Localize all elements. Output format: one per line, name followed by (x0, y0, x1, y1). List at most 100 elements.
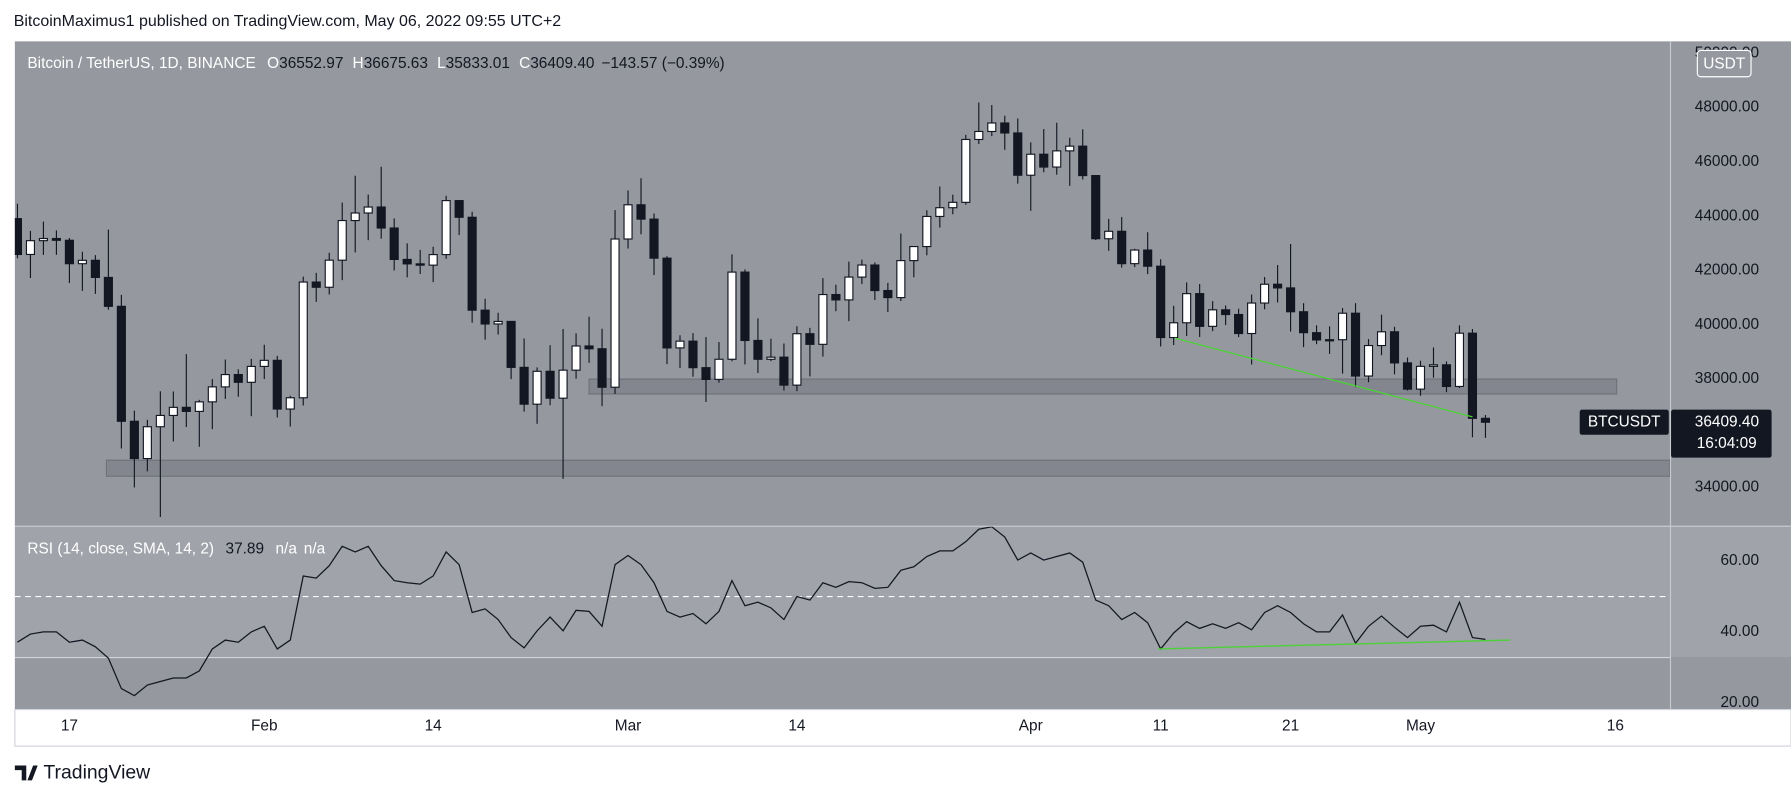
candle-body (480, 309, 490, 325)
candle-body (857, 264, 867, 278)
candle-body (1480, 417, 1491, 423)
y-tick-label: 44000.00 (1695, 207, 1759, 224)
candle-body (636, 204, 646, 220)
countdown: 16:04:09 (1697, 435, 1757, 452)
candle-body (1247, 302, 1257, 335)
candle-body (883, 289, 893, 299)
candle-body (1104, 230, 1114, 240)
candle-body (467, 216, 477, 311)
candle-body (1130, 249, 1140, 265)
candle-body (51, 237, 61, 241)
legend-key: L (437, 55, 446, 72)
candle-body (896, 260, 906, 299)
zone (588, 378, 1618, 395)
candle-body (844, 276, 854, 301)
y-tick-label: 38000.00 (1695, 370, 1759, 387)
candle-body (1065, 145, 1075, 152)
legend-key: O (267, 55, 279, 72)
currency-button[interactable]: USDT (1696, 49, 1752, 78)
candle-body (1428, 364, 1439, 367)
candle-body (922, 215, 932, 248)
price-legend: Bitcoin / TetherUS, 1D, BINANCE O36552.97… (27, 55, 724, 72)
candle-body (129, 420, 139, 460)
candle-body (558, 369, 568, 399)
candle-body (623, 204, 633, 240)
candle-body (1182, 293, 1192, 324)
x-tick-label: 17 (61, 718, 78, 735)
candle-body (1363, 344, 1374, 377)
candle-body (987, 122, 997, 133)
axes: 34000.0036000.0038000.0040000.0042000.00… (61, 44, 1772, 735)
candle-body (1324, 339, 1335, 342)
candle-body (610, 238, 620, 388)
candle-body (571, 345, 581, 371)
candle-body (1221, 309, 1231, 316)
candle-body (389, 227, 399, 261)
candle-body (441, 200, 451, 256)
x-tick-label: Apr (1019, 718, 1043, 735)
candle-body (597, 348, 607, 388)
currency-button-box[interactable] (1696, 49, 1752, 78)
zone (105, 459, 1670, 477)
y-tick-label: 40.00 (1720, 623, 1759, 640)
candle-body (363, 206, 373, 214)
legend-value: 35833.01 (446, 55, 510, 72)
candle-body (402, 258, 412, 265)
candle-body (64, 239, 74, 265)
header-text: BitcoinMaximus1 published on TradingView… (14, 13, 562, 30)
candle-body (1286, 287, 1296, 313)
candle-body (1376, 331, 1387, 347)
x-tick-label: Mar (615, 718, 642, 735)
candle-body (298, 281, 308, 399)
candle-body (1091, 175, 1101, 240)
price-plot (14, 102, 1670, 518)
rsi-pane-lower (14, 656, 1791, 710)
legend-value: n/a (275, 541, 297, 558)
time-axis (14, 708, 1791, 747)
candle-body (1299, 311, 1309, 334)
x-tick-label: 14 (425, 718, 443, 735)
legend-title: Bitcoin / TetherUS, 1D, BINANCE (27, 55, 255, 72)
candle-body (272, 359, 282, 410)
candle-body (1389, 331, 1400, 364)
candle-body (1156, 265, 1166, 339)
candle-body (805, 333, 815, 345)
candle-body (662, 257, 672, 349)
candle-body (1052, 150, 1062, 168)
candle-body (727, 271, 737, 360)
candle-body (1195, 293, 1205, 327)
candle-body (168, 406, 178, 417)
candle-body (1350, 312, 1361, 377)
candle-body (584, 345, 594, 350)
rsi-legend: RSI (14, close, SMA, 14, 2) 37.89 n/a n/a (27, 541, 325, 558)
candle-body (1026, 153, 1036, 176)
x-tick-label: Feb (251, 718, 278, 735)
candle-body (831, 293, 841, 301)
candle-body (142, 426, 152, 460)
candle-body (207, 386, 217, 403)
candle-body (1169, 322, 1179, 339)
candle-body (701, 367, 711, 380)
candle-body (1039, 153, 1049, 168)
currency-label[interactable]: USDT (1703, 55, 1746, 72)
candle-body (259, 359, 269, 367)
x-tick-label: 16 (1607, 718, 1624, 735)
candle-body (25, 240, 36, 256)
candle-body (1000, 122, 1010, 134)
candle-body (1454, 332, 1465, 388)
candle-body (1467, 332, 1478, 419)
legend-value: n/a (304, 541, 326, 558)
candle-body (974, 130, 984, 141)
candle-body (818, 293, 828, 345)
candle-body (220, 373, 230, 388)
candle-body (948, 201, 958, 209)
price-label: 36409.40 (1695, 413, 1759, 430)
symbol-label-box (1579, 409, 1669, 435)
candle-body (675, 340, 685, 349)
candle-body (1078, 145, 1088, 177)
candle-body (285, 397, 295, 410)
candle-body (545, 370, 555, 399)
candle-body (779, 356, 789, 386)
